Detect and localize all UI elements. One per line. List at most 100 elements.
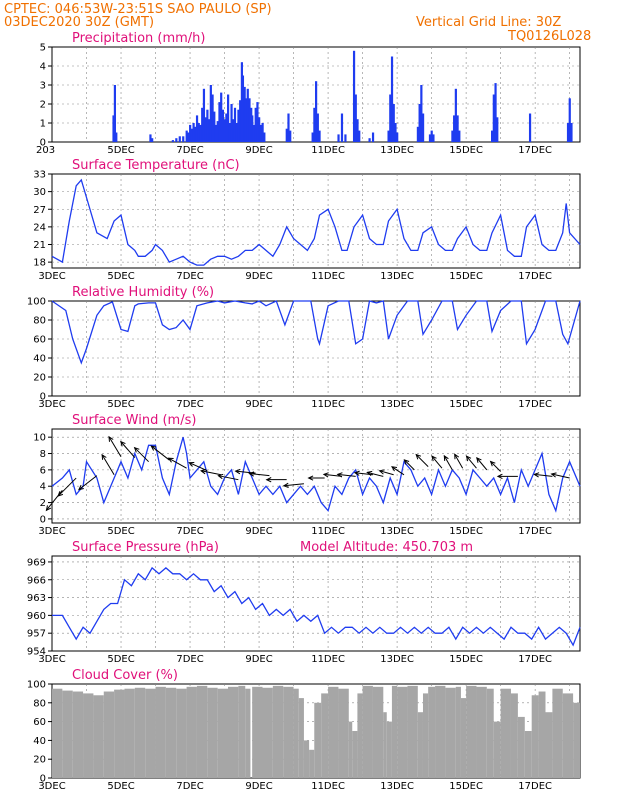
- panel-6-xtick-label: 13DEC: [380, 781, 414, 792]
- precip-bar: [420, 85, 423, 142]
- precip-bar: [451, 130, 454, 142]
- precip-bar: [254, 107, 257, 142]
- panel-5-xtick-label: 9DEC: [245, 654, 272, 665]
- cloud-bar: [217, 688, 228, 778]
- wind-arrow: [168, 457, 187, 469]
- cloud-bar: [524, 731, 532, 778]
- precip-bar: [432, 134, 435, 142]
- cloud-bar: [445, 687, 456, 778]
- cloud-bar: [510, 693, 518, 778]
- cloud-bar: [309, 749, 315, 778]
- panel-5-frame: [51, 555, 581, 652]
- cloud-bar: [207, 687, 218, 778]
- precip-bar: [227, 94, 230, 142]
- panel-3-title: Relative Humidity (%): [72, 285, 214, 300]
- precip-bar: [225, 113, 228, 142]
- precip-bar: [192, 123, 195, 142]
- wind-arrow: [134, 447, 149, 463]
- cloud-bar: [500, 688, 511, 778]
- precip-bar: [113, 85, 117, 142]
- wind-arrow-head: [167, 457, 174, 463]
- wind-arrow: [551, 473, 570, 479]
- precip-bar: [149, 134, 152, 142]
- panel-1-ytick-label: 4: [40, 62, 46, 73]
- precip-bar: [491, 130, 494, 142]
- cloud-bar: [196, 685, 208, 778]
- precip-bar: [289, 130, 292, 142]
- wind-arrow: [337, 473, 356, 477]
- cloud-bar: [314, 702, 322, 778]
- wind-arrow: [415, 454, 429, 467]
- precip-bar: [239, 100, 242, 142]
- wind-arrow: [101, 454, 115, 476]
- panel-2-xtick-label: 11DEC: [311, 271, 345, 282]
- panel-5-ytick-label: 963: [27, 593, 46, 604]
- precip-bar: [454, 88, 457, 142]
- panel-6-title: Cloud Cover (%): [72, 668, 178, 683]
- precip-bar: [204, 117, 207, 142]
- panel-5-xtick-label: 5DEC: [107, 654, 134, 665]
- cloud-bar: [93, 695, 104, 778]
- precip-bar: [246, 88, 249, 142]
- wind-arrow-head: [353, 470, 360, 476]
- wind-arrow-head: [120, 440, 126, 447]
- panel-6-xtick-label: 3DEC: [38, 781, 65, 792]
- panel-3-xtick-label: 9DEC: [245, 399, 272, 410]
- cloud-bar: [52, 688, 63, 778]
- cloud-bar: [493, 721, 501, 778]
- wind-arrow-head: [57, 491, 64, 497]
- precip-bar: [418, 104, 421, 142]
- cloud-bar: [252, 686, 263, 778]
- precip-bar: [396, 132, 399, 142]
- precip-bar: [356, 119, 359, 142]
- precip-bar: [344, 134, 347, 142]
- cloud-bar: [391, 685, 398, 778]
- wind-arrow-head: [431, 455, 437, 462]
- panel-4-ytick-label: 10: [33, 433, 46, 444]
- wind-arrow-head: [550, 472, 557, 478]
- wind-arrow: [431, 455, 443, 469]
- panel-1-xtick-start-label: 203: [36, 145, 55, 156]
- wind-arrow-head: [217, 473, 224, 480]
- wind-arrow-head: [476, 457, 482, 463]
- panel-1-xtick-label: 9DEC: [245, 145, 272, 156]
- precip-bar: [251, 115, 254, 142]
- wind-arrow: [466, 455, 477, 469]
- wind-arrow-head: [150, 445, 157, 451]
- precip-bar: [421, 113, 425, 142]
- precip-bar: [202, 88, 206, 142]
- wind-arrow-head: [101, 453, 107, 460]
- panel-3-series-line: [51, 300, 581, 365]
- panel-1-ytick-label: 2: [40, 100, 46, 111]
- cloud-bar: [460, 698, 467, 778]
- precip-bar: [256, 102, 259, 142]
- precip-bar: [230, 104, 233, 142]
- panel-5-xtick-label: 15DEC: [449, 654, 483, 665]
- wind-arrow-head: [199, 469, 207, 475]
- precip-bar: [528, 113, 532, 142]
- panel-4-frame: [51, 428, 581, 524]
- panel-5-xtick-label: 17DEC: [518, 654, 552, 665]
- precip-bar: [570, 123, 573, 142]
- precip-bar: [115, 132, 118, 142]
- panel-2-xtick-label: 17DEC: [518, 271, 552, 282]
- panel-2-xtick-label: 13DEC: [380, 271, 414, 282]
- wind-arrow-head: [391, 466, 398, 472]
- panel-3-xtick-label: 3DEC: [38, 399, 65, 410]
- cloud-bar: [386, 721, 392, 778]
- precip-bar: [201, 107, 204, 142]
- cloud-bar: [476, 686, 487, 778]
- panel-2-ytick-label: 18: [33, 258, 46, 269]
- precip-bar: [112, 115, 115, 142]
- panel-1-xtick-label: 13DEC: [380, 145, 414, 156]
- cloud-bar: [83, 693, 94, 778]
- panel-2-series-line: [51, 178, 581, 266]
- panel-3-xtick-label: 5DEC: [107, 399, 134, 410]
- panel-5-xtick-label: 11DEC: [311, 654, 345, 665]
- panel-5-ytick-label: 969: [27, 557, 46, 568]
- panel-3-ytick-label: 60: [33, 335, 46, 346]
- panel-5-ytick-label: 966: [27, 575, 46, 586]
- cloud-bar: [124, 688, 135, 778]
- cloud-bar: [114, 689, 125, 778]
- precip-bar: [213, 111, 216, 142]
